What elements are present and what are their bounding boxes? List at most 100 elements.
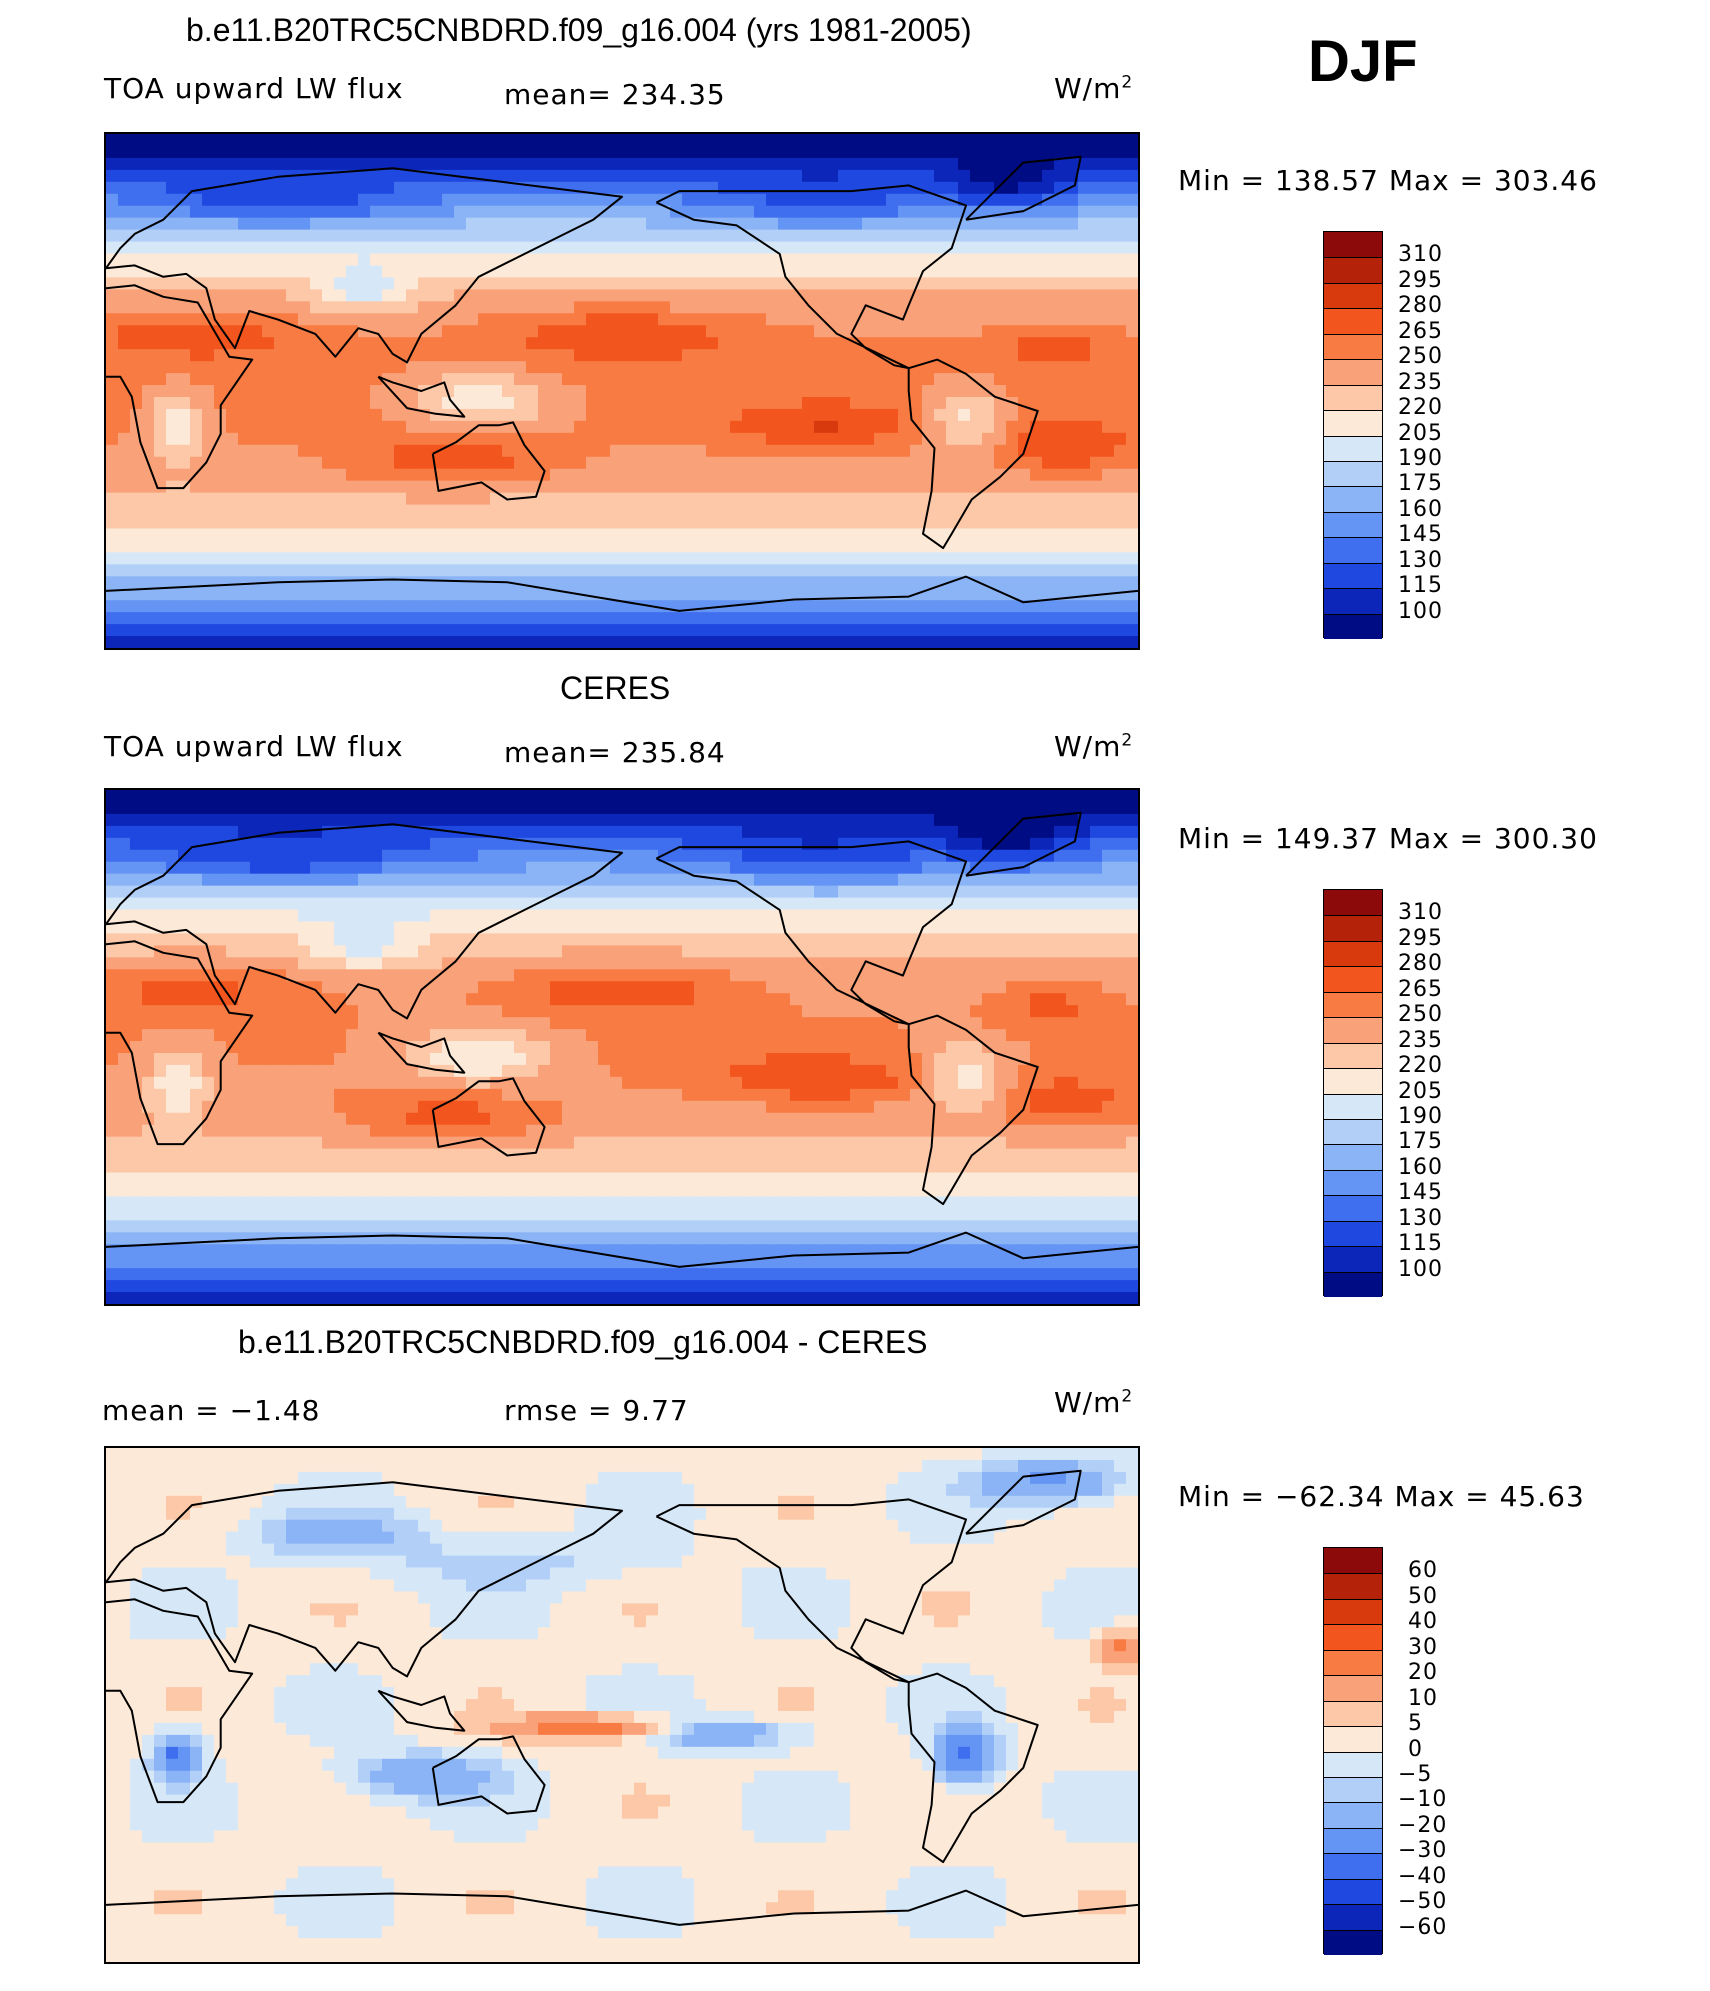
- map-cell: [1018, 636, 1031, 648]
- map-cell: [790, 624, 803, 637]
- map-cell: [754, 576, 767, 589]
- map-cell: [262, 361, 275, 374]
- map-cell: [514, 217, 527, 231]
- map-cell: [898, 909, 911, 923]
- map-cell: [334, 385, 347, 398]
- map-cell: [694, 289, 707, 302]
- map-cell: [526, 849, 539, 863]
- map-cell: [154, 134, 167, 147]
- map-cell: [562, 349, 575, 362]
- map-cell: [382, 849, 395, 863]
- map-cell: [1006, 313, 1019, 326]
- map-cell: [898, 277, 911, 290]
- map-cell: [466, 945, 479, 958]
- map-cell: [958, 277, 971, 290]
- map-cell: [874, 540, 887, 553]
- map-cell: [442, 564, 455, 577]
- map-cell: [598, 313, 611, 326]
- map-cell: [562, 253, 575, 267]
- map-cell: [358, 612, 371, 625]
- map-cell: [466, 396, 479, 410]
- map-cell: [1006, 361, 1019, 374]
- map-cell: [646, 480, 659, 494]
- map-cell: [262, 349, 275, 362]
- map-cell: [574, 933, 587, 946]
- map-cell: [706, 540, 719, 553]
- map-cell: [142, 933, 155, 946]
- map-cell: [430, 349, 443, 362]
- map-cell: [298, 385, 311, 398]
- map-cell: [1126, 289, 1138, 302]
- map-cell: [406, 396, 419, 410]
- map-cell: [130, 169, 143, 183]
- map-cell: [682, 909, 695, 923]
- map-cell: [334, 253, 347, 267]
- map-cell: [610, 349, 623, 362]
- map-cell: [706, 957, 719, 970]
- map-cell: [1066, 861, 1079, 875]
- map-cell: [658, 349, 671, 362]
- map-cell: [322, 361, 335, 374]
- map-cell: [970, 552, 983, 565]
- map-cell: [586, 229, 599, 243]
- map-cell: [946, 790, 959, 803]
- map-cell: [850, 193, 863, 207]
- map-cell: [370, 205, 383, 219]
- map-cell: [526, 636, 539, 648]
- map-cell: [286, 157, 299, 171]
- map-cell: [766, 825, 779, 839]
- map-cell: [538, 552, 551, 565]
- map-cell: [214, 456, 227, 470]
- map-cell: [850, 576, 863, 589]
- map-cell: [298, 933, 311, 946]
- map-cell: [802, 181, 815, 195]
- map-cell: [838, 909, 851, 923]
- map-cell: [1054, 157, 1067, 171]
- map-cell: [418, 253, 431, 267]
- map-cell: [238, 408, 251, 422]
- map-cell: [634, 612, 647, 625]
- map-cell: [298, 552, 311, 565]
- map-cell: [1054, 289, 1067, 302]
- map-cell: [298, 909, 311, 923]
- map-cell: [970, 289, 983, 302]
- map-cell: [478, 849, 491, 863]
- map-cell: [874, 576, 887, 589]
- map-cell: [730, 909, 743, 923]
- map-cell: [406, 528, 419, 542]
- map-cell: [250, 325, 263, 338]
- map-cell: [814, 801, 827, 815]
- map-cell: [934, 229, 947, 243]
- map-cell: [574, 157, 587, 171]
- map-cell: [910, 813, 923, 827]
- map-cell: [778, 313, 791, 326]
- map-cell: [1078, 897, 1091, 911]
- map-cell: [646, 337, 659, 350]
- map-cell: [106, 289, 119, 302]
- map-cell: [1042, 385, 1055, 398]
- map-cell: [370, 468, 383, 482]
- map-cell: [166, 456, 179, 470]
- map-cell: [1078, 612, 1091, 625]
- map-cell: [526, 612, 539, 625]
- map-cell: [442, 325, 455, 338]
- map-cell: [730, 289, 743, 302]
- map-cell: [802, 825, 815, 839]
- map-cell: [250, 921, 263, 935]
- map-cell: [586, 588, 599, 601]
- map-cell: [226, 444, 239, 458]
- map-cell: [466, 289, 479, 302]
- map-cell: [802, 229, 815, 243]
- map-cell: [1006, 468, 1019, 482]
- map-cell: [1018, 921, 1031, 935]
- map-cell: [850, 873, 863, 887]
- map-cell: [118, 825, 131, 839]
- map-cell: [178, 873, 191, 887]
- map-cell: [322, 468, 335, 482]
- map-cell: [334, 361, 347, 374]
- map-cell: [1102, 361, 1115, 374]
- map-cell: [1078, 564, 1091, 577]
- map-cell: [574, 564, 587, 577]
- map-cell: [574, 600, 587, 613]
- map-cell: [766, 885, 779, 899]
